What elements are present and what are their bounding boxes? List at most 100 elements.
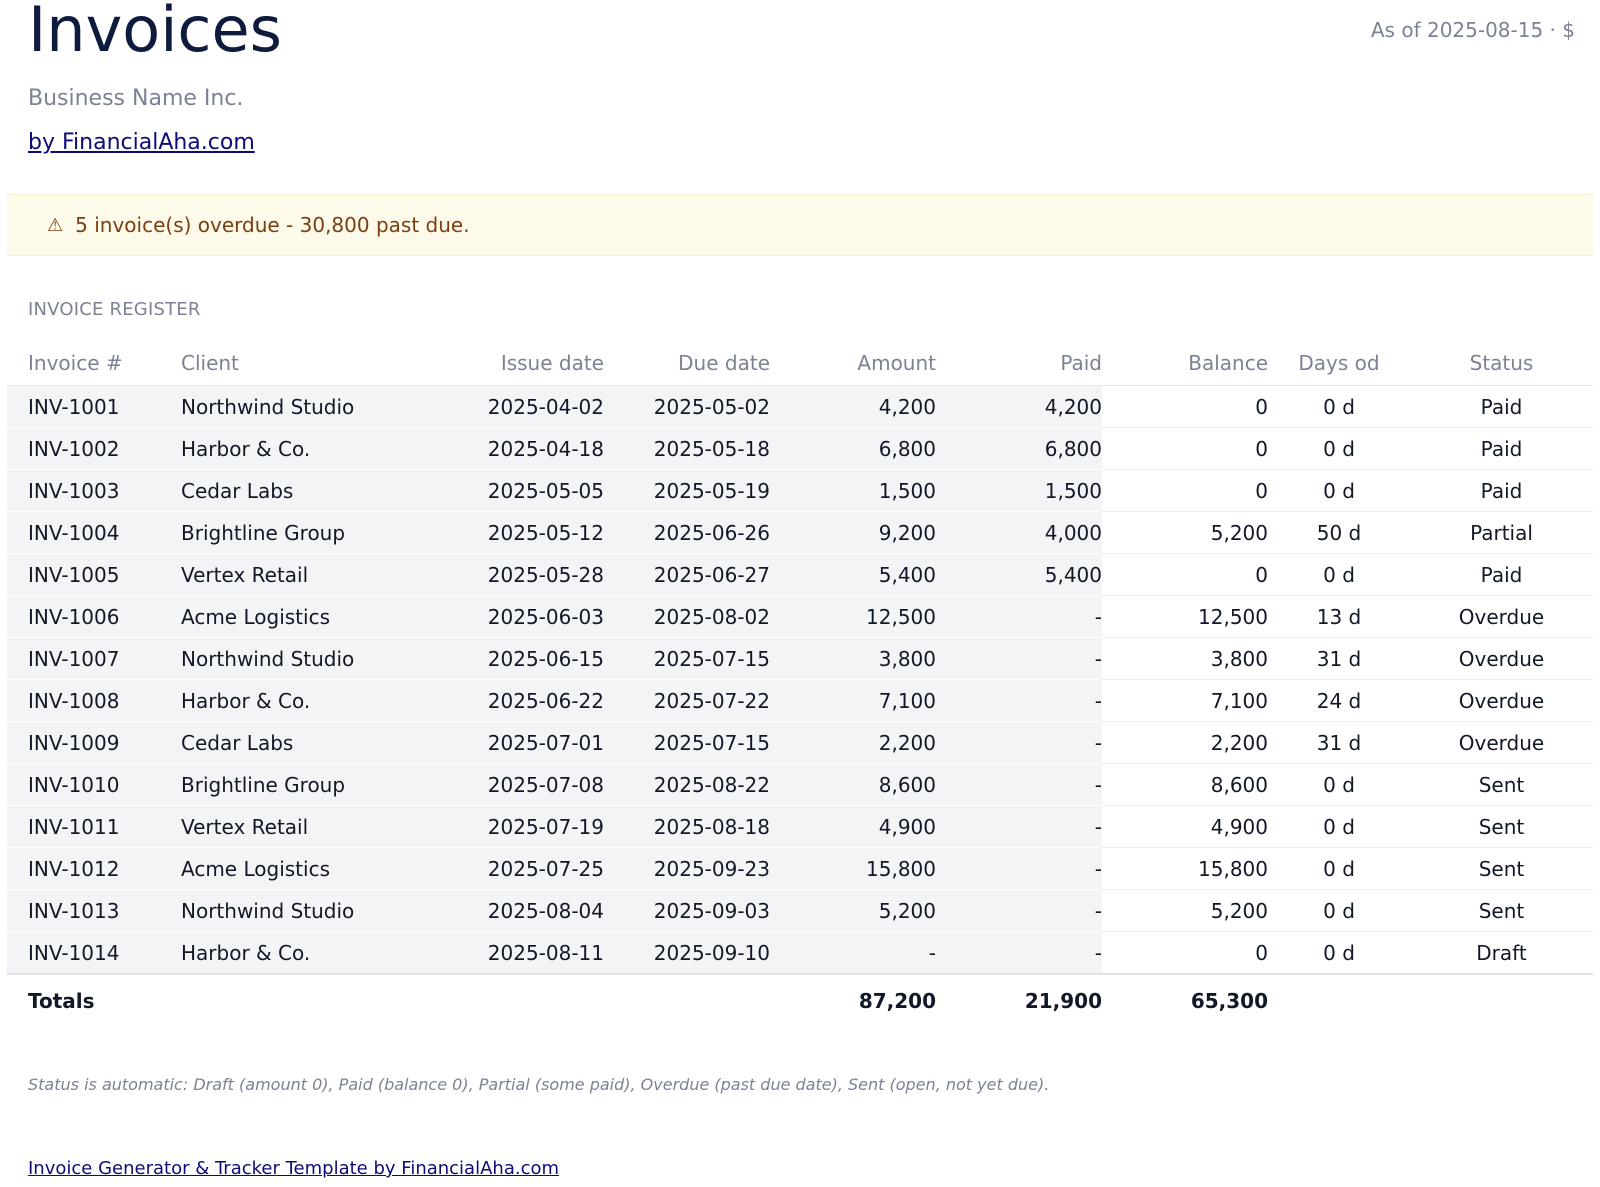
financialaha-link[interactable]: by FinancialAha.com bbox=[28, 130, 255, 155]
table-row: INV-1009 Cedar Labs 2025-07-01 2025-07-15 2,… bbox=[7, 721, 1593, 764]
cell-status: Sent bbox=[1410, 889, 1593, 932]
cell-days-overdue: 0 d bbox=[1268, 847, 1410, 890]
cell-balance: 0 bbox=[1102, 427, 1268, 470]
cell-issue-date: 2025-08-04 bbox=[367, 889, 604, 932]
cell-client: Cedar Labs bbox=[181, 721, 367, 764]
cell-invoice-number: INV-1001 bbox=[7, 385, 181, 428]
table-header-row: Invoice # Client Issue date Due date Amo… bbox=[7, 340, 1593, 386]
overdue-alert: ⚠ 5 invoice(s) overdue - 30,800 past due… bbox=[7, 194, 1593, 256]
cell-amount: 12,500 bbox=[770, 595, 936, 638]
table-row: INV-1014 Harbor & Co. 2025-08-11 2025-09-10… bbox=[7, 931, 1593, 975]
cell-status: Draft bbox=[1410, 931, 1593, 975]
cell-issue-date: 2025-07-08 bbox=[367, 763, 604, 806]
cell-balance: 2,200 bbox=[1102, 721, 1268, 764]
cell-balance: 0 bbox=[1102, 931, 1268, 975]
table-row: INV-1013 Northwind Studio 2025-08-04 2025-0… bbox=[7, 889, 1593, 932]
cell-issue-date: 2025-04-18 bbox=[367, 427, 604, 470]
cell-client: Vertex Retail bbox=[181, 805, 367, 848]
cell-issue-date: 2025-05-05 bbox=[367, 469, 604, 512]
cell-issue-date: 2025-08-11 bbox=[367, 931, 604, 975]
table-row: INV-1005 Vertex Retail 2025-05-28 2025-06-2… bbox=[7, 553, 1593, 596]
cell-invoice-number: INV-1014 bbox=[7, 931, 181, 975]
cell-amount: 8,600 bbox=[770, 763, 936, 806]
cell-days-overdue: 0 d bbox=[1268, 553, 1410, 596]
cell-invoice-number: INV-1003 bbox=[7, 469, 181, 512]
cell-status: Paid bbox=[1410, 469, 1593, 512]
cell-issue-date: 2025-04-02 bbox=[367, 385, 604, 428]
cell-invoice-number: INV-1005 bbox=[7, 553, 181, 596]
cell-due-date: 2025-07-15 bbox=[604, 721, 770, 764]
cell-issue-date: 2025-06-22 bbox=[367, 679, 604, 722]
cell-due-date: 2025-05-18 bbox=[604, 427, 770, 470]
cell-amount: 4,900 bbox=[770, 805, 936, 848]
cell-invoice-number: INV-1007 bbox=[7, 637, 181, 680]
cell-issue-date: 2025-05-28 bbox=[367, 553, 604, 596]
cell-paid: - bbox=[936, 847, 1102, 890]
cell-invoice-number: INV-1004 bbox=[7, 511, 181, 554]
table-row: INV-1004 Brightline Group 2025-05-12 2025-0… bbox=[7, 511, 1593, 554]
cell-paid: 4,200 bbox=[936, 385, 1102, 428]
cell-invoice-number: INV-1006 bbox=[7, 595, 181, 638]
cell-client: Vertex Retail bbox=[181, 553, 367, 596]
cell-invoice-number: INV-1010 bbox=[7, 763, 181, 806]
col-header-due-date: Due date bbox=[604, 340, 770, 386]
cell-paid: - bbox=[936, 763, 1102, 806]
cell-client: Cedar Labs bbox=[181, 469, 367, 512]
cell-days-overdue: 13 d bbox=[1268, 595, 1410, 638]
col-header-amount: Amount bbox=[770, 340, 936, 386]
cell-status: Paid bbox=[1410, 427, 1593, 470]
cell-status: Sent bbox=[1410, 763, 1593, 806]
cell-balance: 5,200 bbox=[1102, 889, 1268, 932]
cell-invoice-number: INV-1009 bbox=[7, 721, 181, 764]
cell-paid: - bbox=[936, 679, 1102, 722]
col-header-issue-date: Issue date bbox=[367, 340, 604, 386]
cell-issue-date: 2025-06-03 bbox=[367, 595, 604, 638]
cell-due-date: 2025-06-26 bbox=[604, 511, 770, 554]
col-header-status: Status bbox=[1410, 340, 1593, 386]
cell-status: Overdue bbox=[1410, 721, 1593, 764]
cell-client: Acme Logistics bbox=[181, 847, 367, 890]
cell-paid: 1,500 bbox=[936, 469, 1102, 512]
cell-amount: 5,400 bbox=[770, 553, 936, 596]
col-header-client: Client bbox=[181, 340, 367, 386]
cell-due-date: 2025-09-23 bbox=[604, 847, 770, 890]
totals-row: Totals 87,200 21,900 65,300 bbox=[7, 974, 1593, 1027]
business-name: Business Name Inc. bbox=[28, 86, 244, 111]
cell-amount: 3,800 bbox=[770, 637, 936, 680]
cell-client: Northwind Studio bbox=[181, 385, 367, 428]
cell-client: Harbor & Co. bbox=[181, 427, 367, 470]
section-label: INVOICE REGISTER bbox=[28, 299, 201, 320]
cell-issue-date: 2025-05-12 bbox=[367, 511, 604, 554]
cell-paid: 6,800 bbox=[936, 427, 1102, 470]
cell-paid: - bbox=[936, 805, 1102, 848]
cell-balance: 15,800 bbox=[1102, 847, 1268, 890]
cell-invoice-number: INV-1008 bbox=[7, 679, 181, 722]
cell-due-date: 2025-05-02 bbox=[604, 385, 770, 428]
cell-balance: 7,100 bbox=[1102, 679, 1268, 722]
cell-balance: 5,200 bbox=[1102, 511, 1268, 554]
invoice-register-table: Invoice # Client Issue date Due date Amo… bbox=[7, 340, 1593, 1027]
footer-link[interactable]: Invoice Generator & Tracker Template by … bbox=[28, 1158, 560, 1179]
cell-paid: 5,400 bbox=[936, 553, 1102, 596]
col-header-balance: Balance bbox=[1102, 340, 1268, 386]
col-header-paid: Paid bbox=[936, 340, 1102, 386]
cell-due-date: 2025-08-18 bbox=[604, 805, 770, 848]
cell-balance: 3,800 bbox=[1102, 637, 1268, 680]
cell-status: Paid bbox=[1410, 553, 1593, 596]
cell-client: Northwind Studio bbox=[181, 889, 367, 932]
cell-issue-date: 2025-06-15 bbox=[367, 637, 604, 680]
totals-paid: 21,900 bbox=[1024, 989, 1102, 1013]
table-row: INV-1012 Acme Logistics 2025-07-25 2025-09-… bbox=[7, 847, 1593, 890]
cell-days-overdue: 0 d bbox=[1268, 805, 1410, 848]
page-title: Invoices bbox=[28, 0, 282, 66]
status-note: Status is automatic: Draft (amount 0), P… bbox=[28, 1075, 1050, 1094]
cell-paid: - bbox=[936, 889, 1102, 932]
cell-paid: - bbox=[936, 595, 1102, 638]
cell-client: Brightline Group bbox=[181, 511, 367, 554]
cell-days-overdue: 24 d bbox=[1268, 679, 1410, 722]
col-header-days-overdue: Days od bbox=[1268, 340, 1410, 386]
cell-balance: 0 bbox=[1102, 469, 1268, 512]
cell-status: Paid bbox=[1410, 385, 1593, 428]
col-header-invoice: Invoice # bbox=[7, 340, 181, 386]
cell-status: Overdue bbox=[1410, 679, 1593, 722]
